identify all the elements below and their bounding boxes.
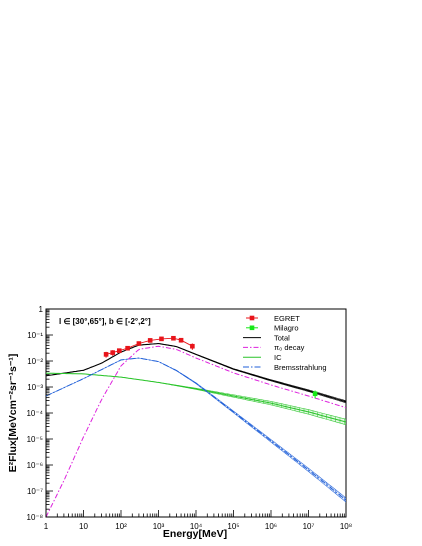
y-tick-label: 10⁻⁵ [27,435,43,444]
y-tick-label: 10⁻² [27,357,43,366]
y-tick-label: 10⁻⁸ [27,513,44,522]
x-axis-title: Energy[MeV] [163,528,227,540]
legend-entry-label: π₀ decay [274,343,305,352]
x-tick-label: 10⁵ [227,522,239,531]
egret-point [190,343,195,349]
x-tick-label: 10⁴ [190,522,203,531]
x-tick-label: 10⁸ [340,522,352,531]
brems-line [46,357,346,501]
egret-point [159,336,164,342]
brems-band [46,357,346,503]
region-label: l ∈ [30°,65°], b ∈ [-2°,2°] [59,317,151,326]
egret-point [125,345,130,351]
axis-tick-labels: 1 10 10² 10³ 10⁴ 10⁵ 10⁶ 10⁷ 10⁸ 10⁻⁸ 10⁻⁷ 10⁻⁶ 10⁻⁵… [26,305,352,531]
pi0-line [46,345,346,517]
x-tick-label: 10 [79,522,88,531]
y-tick-label: 10⁻³ [27,383,43,392]
egret-point [110,350,115,355]
legend-swatch-marker [249,315,255,321]
egret-connector [105,337,193,355]
total-line [46,342,346,403]
egret-point [147,338,153,343]
y-tick-label: 1 [39,305,44,314]
egret-point [116,348,122,353]
total-band [46,343,346,404]
ic-band [46,372,346,426]
x-tick-label: 10³ [153,522,165,531]
x-tick-label: 10² [115,522,127,531]
axis-ticks [45,308,347,518]
y-tick-label: 10⁻⁴ [26,409,43,418]
y-tick-label: 10⁻⁶ [27,461,43,470]
x-tick-label: 10⁷ [303,522,315,531]
legend-swatch-marker [249,325,255,331]
y-axis-title: E²Flux[MeVcm⁻²sr⁻¹s⁻¹] [7,354,19,473]
egret-point [136,341,142,346]
legend-entry-label: Bremsstrahlung [274,363,327,372]
legend-entry-label: IC [274,353,282,362]
y-tick-label: 10⁻¹ [27,331,43,340]
legend-entry-label: EGRET [274,314,300,323]
data-points [103,335,318,399]
legend-entry-label: Milagro [274,324,299,333]
milagro-point [312,391,318,397]
plot-frame [45,308,347,518]
ic-line [46,372,346,423]
y-tick-label: 10⁻⁷ [27,487,43,496]
egret-point [171,335,176,341]
x-tick-label: 1 [44,522,49,531]
x-tick-label: 10⁶ [265,522,277,531]
model-lines [46,342,346,517]
legend-entry-label: Total [274,333,290,342]
egret-point [103,352,109,357]
egret-point [178,337,184,343]
